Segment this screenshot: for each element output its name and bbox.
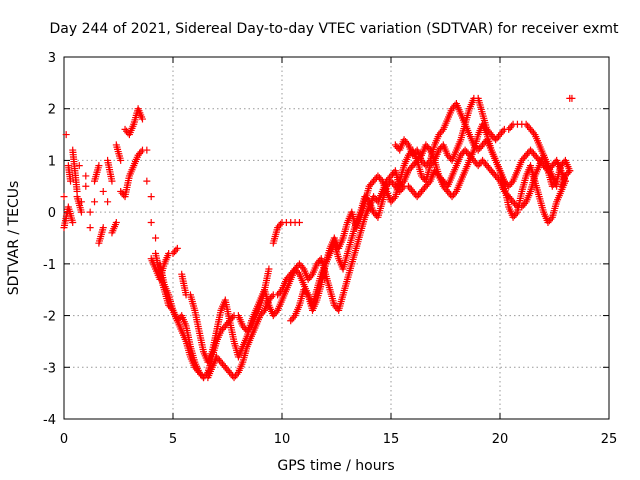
data-point [69, 218, 77, 226]
data-point [104, 198, 112, 206]
x-tick-label: 15 [383, 432, 400, 447]
x-tick-label: 20 [492, 432, 509, 447]
data-point [108, 177, 116, 185]
data-point [307, 272, 315, 280]
data-point [82, 182, 90, 190]
data-point [82, 172, 90, 180]
data-point [403, 139, 411, 147]
data-point [551, 179, 559, 187]
x-tick-label: 0 [60, 432, 68, 447]
x-tick-label: 25 [601, 432, 618, 447]
data-point [86, 208, 94, 216]
data-point [434, 170, 442, 178]
data-point [198, 372, 206, 380]
data-point [547, 215, 555, 223]
data-point [143, 177, 151, 185]
data-point [508, 179, 516, 187]
data-point [75, 162, 83, 170]
chart-title: Day 244 of 2021, Sidereal Day-to-day VTE… [50, 21, 620, 37]
data-point [173, 244, 181, 252]
x-axis-label: GPS time / hours [277, 458, 394, 474]
data-point [294, 268, 302, 276]
data-point [137, 148, 145, 156]
data-point [508, 122, 516, 130]
data-points [60, 94, 576, 382]
series-5 [391, 100, 569, 226]
data-point [60, 193, 68, 201]
axis-ticks: 0 5 10 15 20 25 -4 -3 -2 -1 0 1 2 3 [43, 51, 617, 447]
data-point [86, 224, 94, 232]
y-tick-label: -3 [43, 361, 56, 376]
data-point [117, 156, 125, 164]
data-point [512, 210, 520, 218]
data-point [233, 370, 241, 378]
data-point [290, 313, 298, 321]
data-point [499, 127, 507, 135]
data-point [390, 194, 398, 202]
data-point [95, 162, 103, 170]
y-tick-label: -4 [43, 413, 56, 428]
data-point [138, 146, 146, 154]
x-tick-label: 5 [169, 432, 177, 447]
y-axis-label: SDTVAR / TECUs [6, 181, 22, 296]
data-point [364, 196, 372, 204]
data-point [77, 208, 85, 216]
y-tick-label: 0 [48, 206, 56, 221]
y-tick-label: 3 [48, 51, 56, 66]
data-point [99, 224, 107, 232]
data-point [399, 184, 407, 192]
plot-frame [63, 56, 610, 420]
data-point [91, 198, 99, 206]
data-point [561, 177, 569, 185]
data-point [259, 308, 267, 316]
y-tick-label: -2 [43, 310, 56, 325]
data-point [425, 144, 433, 152]
data-point [147, 218, 155, 226]
data-point [451, 189, 459, 197]
data-point [147, 193, 155, 201]
data-point [277, 220, 285, 228]
data-point [303, 289, 311, 297]
data-point [67, 177, 75, 185]
data-point [138, 115, 146, 123]
data-point [377, 175, 385, 183]
data-point [112, 218, 120, 226]
data-point [438, 127, 446, 135]
data-point [568, 94, 576, 102]
data-point [425, 158, 433, 166]
data-point [265, 265, 273, 273]
data-point [295, 218, 303, 226]
x-tick-label: 10 [274, 432, 291, 447]
y-tick-label: -1 [43, 258, 56, 273]
data-point [62, 131, 70, 139]
data-point [99, 187, 107, 195]
data-point [298, 263, 306, 271]
data-point [272, 308, 280, 316]
data-point [529, 129, 537, 137]
y-tick-label: 2 [48, 103, 56, 118]
data-point [566, 167, 574, 175]
data-point [152, 234, 160, 242]
data-point [168, 305, 176, 313]
data-point [425, 179, 433, 187]
y-tick-label: 1 [48, 154, 56, 169]
data-point [172, 246, 180, 254]
